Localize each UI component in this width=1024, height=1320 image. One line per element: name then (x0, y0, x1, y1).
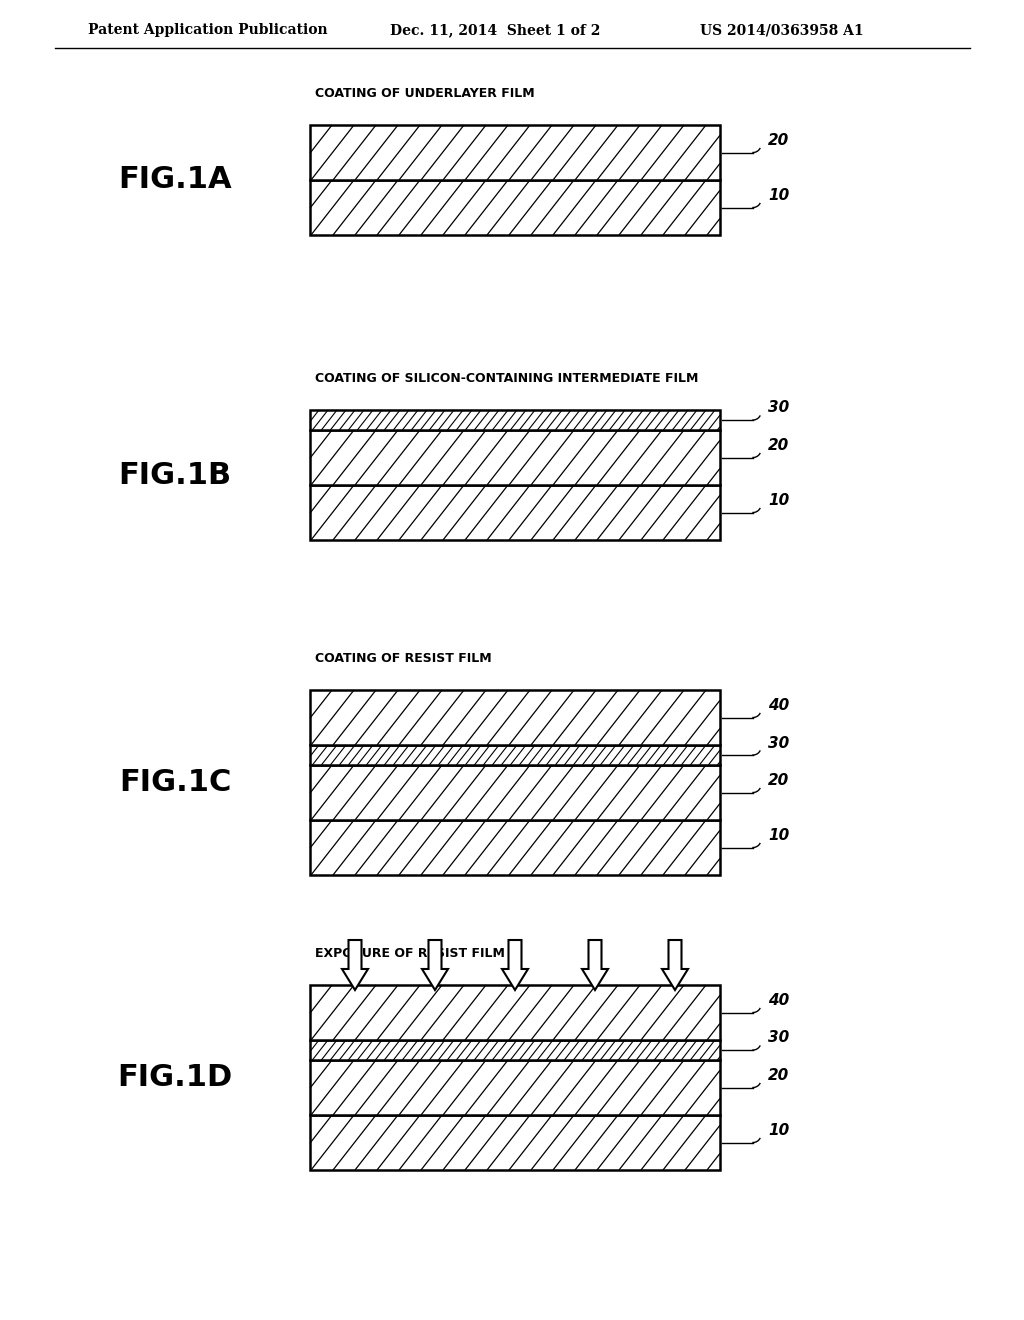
Text: 10: 10 (768, 828, 790, 843)
Text: 40: 40 (768, 698, 790, 713)
Bar (310, 484, 720, 540)
Text: 30: 30 (768, 400, 790, 416)
Polygon shape (582, 940, 608, 990)
Text: 10: 10 (768, 1123, 790, 1138)
Text: FIG.1B: FIG.1B (119, 461, 231, 490)
Bar (310, 1040, 720, 1060)
Polygon shape (422, 940, 449, 990)
Bar (310, 430, 720, 484)
Text: US 2014/0363958 A1: US 2014/0363958 A1 (700, 22, 863, 37)
Text: FIG.1C: FIG.1C (119, 768, 231, 797)
Bar (310, 820, 720, 875)
Text: FIG.1D: FIG.1D (118, 1063, 232, 1092)
Polygon shape (342, 940, 368, 990)
Text: 30: 30 (768, 735, 790, 751)
Bar (310, 1115, 720, 1170)
Text: 30: 30 (768, 1031, 790, 1045)
Text: 20: 20 (768, 133, 790, 148)
Text: 20: 20 (768, 1068, 790, 1082)
Text: Patent Application Publication: Patent Application Publication (88, 22, 328, 37)
Text: 10: 10 (768, 492, 790, 508)
Text: COATING OF SILICON-CONTAINING INTERMEDIATE FILM: COATING OF SILICON-CONTAINING INTERMEDIA… (315, 372, 698, 385)
Polygon shape (662, 940, 688, 990)
Text: COATING OF UNDERLAYER FILM: COATING OF UNDERLAYER FILM (315, 87, 535, 100)
Text: FIG.1A: FIG.1A (118, 165, 231, 194)
Bar (310, 744, 720, 766)
Bar (310, 690, 720, 744)
Text: 10: 10 (768, 187, 790, 203)
Bar (310, 411, 720, 430)
Bar (310, 1060, 720, 1115)
Bar (310, 985, 720, 1040)
Text: Dec. 11, 2014  Sheet 1 of 2: Dec. 11, 2014 Sheet 1 of 2 (390, 22, 600, 37)
Text: EXPOSURE OF RESIST FILM: EXPOSURE OF RESIST FILM (315, 946, 505, 960)
Text: 40: 40 (768, 993, 790, 1008)
Text: 20: 20 (768, 438, 790, 453)
Text: 20: 20 (768, 774, 790, 788)
Bar (310, 180, 720, 235)
Bar (310, 766, 720, 820)
Bar (310, 125, 720, 180)
Polygon shape (502, 940, 528, 990)
Text: COATING OF RESIST FILM: COATING OF RESIST FILM (315, 652, 492, 665)
